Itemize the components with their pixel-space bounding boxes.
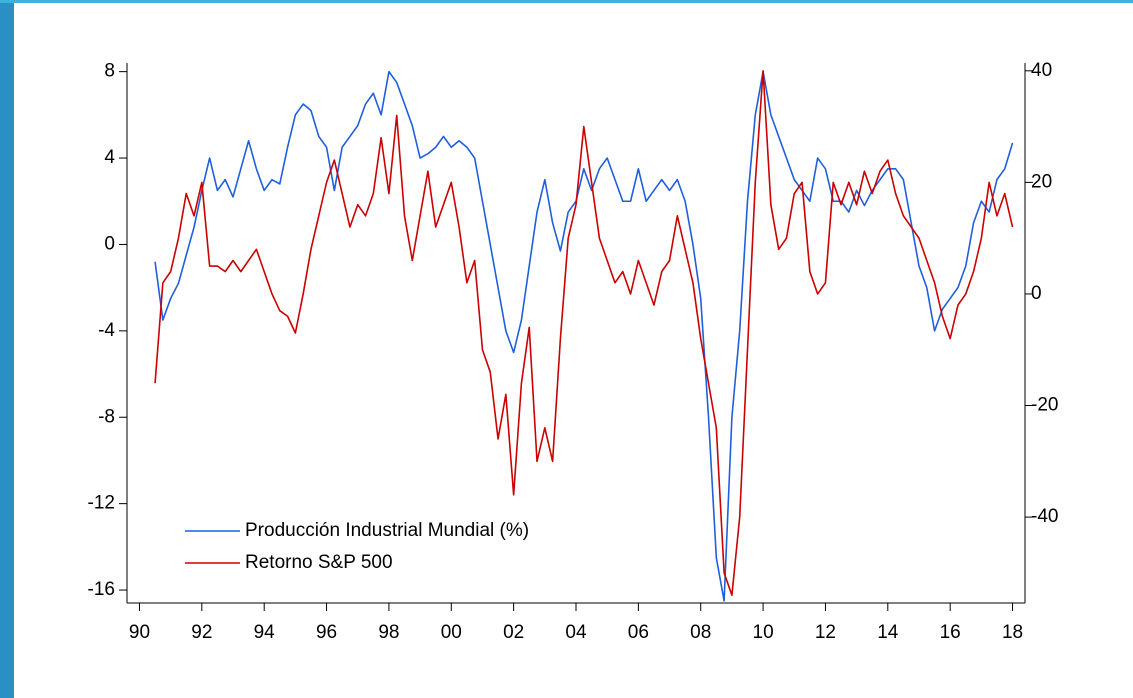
x-tick-label: 00	[441, 622, 462, 643]
x-tick-label: 14	[877, 622, 899, 643]
series-line	[154, 70, 1014, 596]
y-tick-label: -16	[88, 579, 115, 600]
x-tick-label: 94	[254, 622, 276, 643]
x-tick-label: 92	[191, 622, 212, 643]
top-strip	[0, 0, 1133, 3]
y2-tick-label: 0	[1031, 283, 1042, 304]
y2-tick-label: -40	[1031, 506, 1058, 527]
x-tick-label: 98	[378, 622, 399, 643]
x-tick-label: 06	[628, 622, 649, 643]
y-tick-label: 8	[104, 61, 115, 82]
x-tick-label: 04	[565, 622, 587, 643]
series-line	[154, 70, 1014, 602]
legend-label: Producción Industrial Mundial (%)	[245, 520, 529, 541]
y-tick-label: -12	[88, 493, 115, 514]
y2-tick-label: -20	[1031, 395, 1058, 416]
y-tick-label: 0	[104, 233, 115, 254]
y-tick-label: 4	[104, 147, 115, 168]
x-tick-label: 12	[815, 622, 836, 643]
x-tick-label: 90	[129, 622, 150, 643]
x-tick-label: 18	[1002, 622, 1023, 643]
x-tick-label: 10	[753, 622, 774, 643]
side-strip	[0, 0, 14, 698]
y-tick-label: -4	[98, 320, 115, 341]
y-tick-label: -8	[98, 406, 115, 427]
x-tick-label: 08	[690, 622, 711, 643]
legend-label: Retorno S&P 500	[245, 552, 393, 573]
x-tick-label: 02	[503, 622, 524, 643]
y2-tick-label: 40	[1031, 60, 1052, 81]
x-tick-label: 16	[940, 622, 961, 643]
y2-tick-label: 20	[1031, 171, 1052, 192]
x-tick-label: 96	[316, 622, 337, 643]
